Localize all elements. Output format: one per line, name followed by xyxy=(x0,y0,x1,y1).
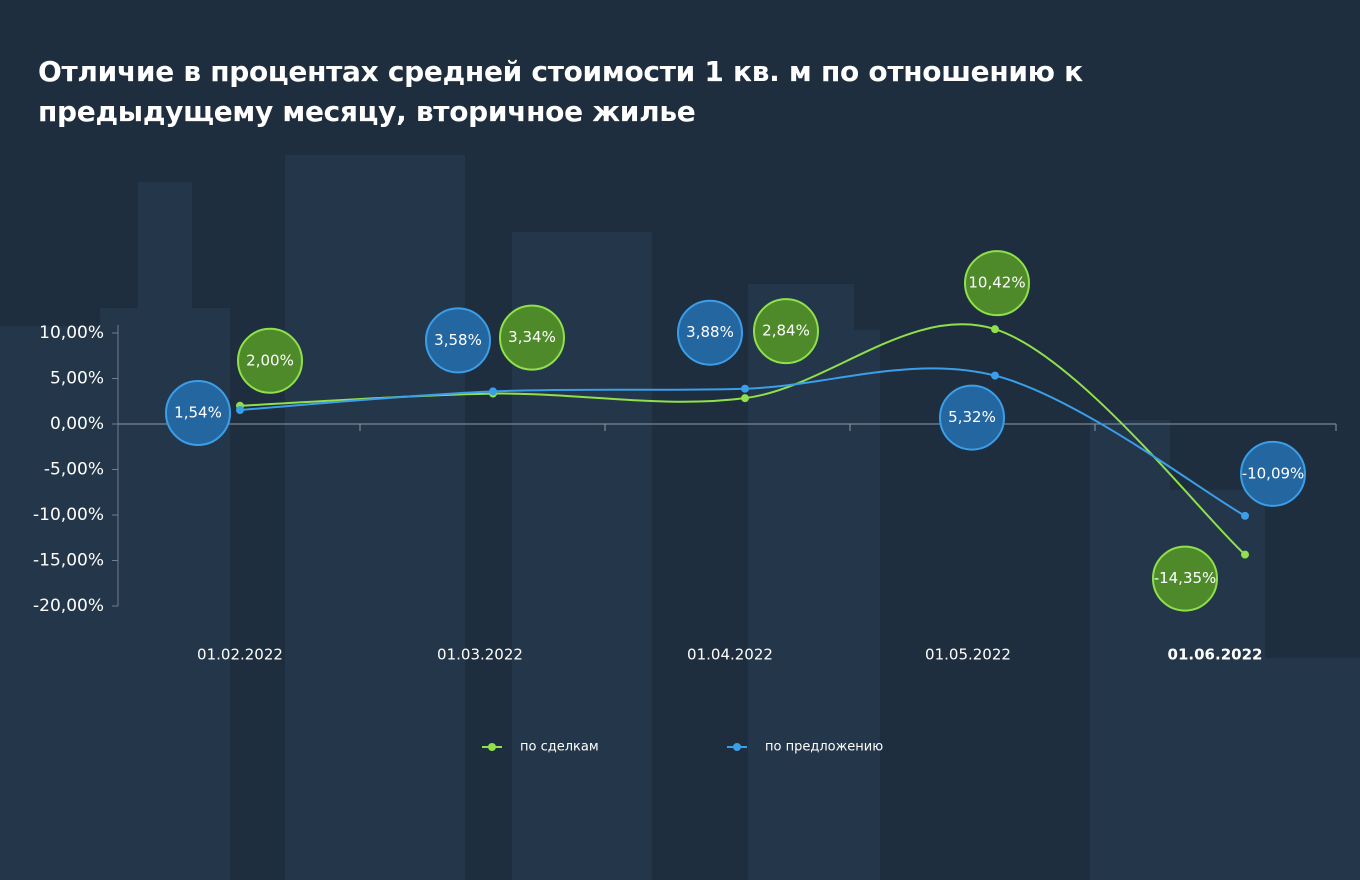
y-tick-label: 10,00% xyxy=(39,323,104,343)
chart-title: Отличие в процентах средней стоимости 1 … xyxy=(38,55,1083,128)
value-bubble xyxy=(1240,440,1306,507)
value-bubble xyxy=(499,304,565,371)
value-bubble xyxy=(753,298,819,365)
data-point xyxy=(1241,550,1249,559)
x-tick-label: 01.03.2022 xyxy=(437,646,523,664)
data-point xyxy=(1241,511,1249,520)
value-bubble xyxy=(939,384,1005,451)
data-label: 2,84% xyxy=(762,322,810,340)
legend-label: по предложению xyxy=(765,740,883,755)
data-label: 3,58% xyxy=(434,331,482,349)
value-bubble xyxy=(165,379,231,446)
value-bubble xyxy=(1152,545,1218,612)
value-bubble xyxy=(964,250,1030,317)
data-label: -10,09% xyxy=(1242,464,1305,482)
value-bubble xyxy=(677,299,743,366)
x-tick-label: 01.04.2022 xyxy=(687,646,773,664)
data-point xyxy=(741,394,749,403)
data-point xyxy=(489,387,497,396)
data-point xyxy=(991,371,999,380)
data-label: 3,34% xyxy=(508,328,556,346)
legend-dot xyxy=(733,743,741,751)
legend-label: по сделкам xyxy=(520,740,599,755)
background-buildings xyxy=(0,155,1360,880)
data-label: 2,00% xyxy=(246,351,294,369)
data-point xyxy=(741,384,749,393)
data-label: 3,88% xyxy=(686,323,734,341)
data-label: 1,54% xyxy=(174,403,222,421)
y-tick-label: -15,00% xyxy=(33,551,104,571)
x-tick-label: 01.05.2022 xyxy=(925,646,1011,664)
data-label: 5,32% xyxy=(948,408,996,426)
y-tick-label: -20,00% xyxy=(33,596,104,616)
data-label: 10,42% xyxy=(968,274,1025,292)
value-bubble xyxy=(425,307,491,374)
data-point xyxy=(236,405,244,414)
x-tick-label: 01.02.2022 xyxy=(197,646,283,664)
value-bubble xyxy=(237,327,303,394)
x-tick-label: 01.06.2022 xyxy=(1168,646,1263,664)
y-tick-label: 0,00% xyxy=(50,414,104,434)
data-label: -14,35% xyxy=(1154,569,1217,587)
y-tick-label: 5,00% xyxy=(50,369,104,389)
y-tick-label: -10,00% xyxy=(33,505,104,525)
legend-dot xyxy=(488,743,496,751)
data-point xyxy=(991,325,999,334)
series-line xyxy=(239,367,1246,517)
y-tick-label: -5,00% xyxy=(44,460,104,480)
